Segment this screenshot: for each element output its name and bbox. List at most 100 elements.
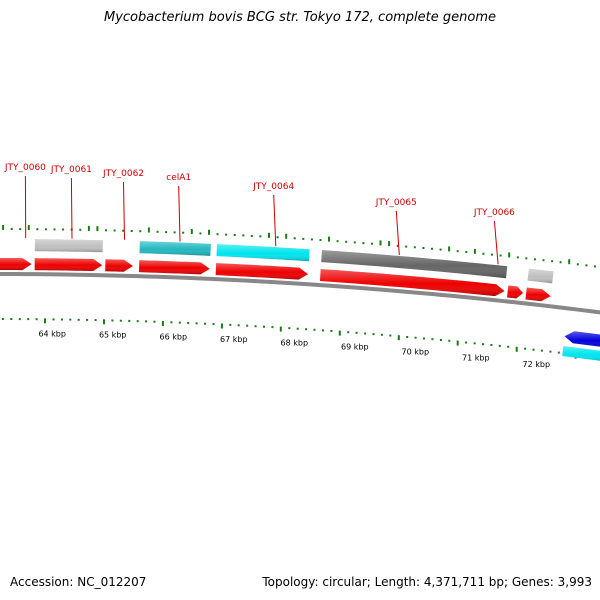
gc-tick [268, 232, 270, 238]
gc-tick [105, 229, 107, 232]
gene-labels: JTY_0060 JTY_0061 JTY_0062 celA1 JTY_0064 JTY… [4, 163, 515, 265]
gc-tick [254, 325, 257, 328]
gc-tick [585, 264, 588, 267]
gene-feature-shading [139, 241, 211, 256]
gc-tick [94, 319, 97, 322]
gc-tick [594, 265, 596, 268]
gene-feature-shading [562, 346, 600, 361]
gc-tick [122, 229, 125, 232]
gc-tick [490, 344, 493, 346]
gc-tick [237, 324, 240, 327]
gc-tick [69, 318, 72, 321]
gc-tick [448, 246, 451, 252]
gc-tick [165, 231, 168, 234]
gc-tick [195, 322, 198, 325]
scale-tick-label: 66 kbp [160, 332, 188, 341]
gc-tick [288, 327, 291, 330]
gene-label: celA1 [166, 173, 191, 183]
gc-tick [178, 321, 181, 324]
gc-tick [362, 242, 365, 245]
gene-label: JTY_0061 [50, 165, 92, 175]
gc-tick [285, 233, 288, 239]
gene-label-leader [123, 181, 125, 240]
gc-tick [259, 235, 262, 238]
gc-tick [279, 326, 282, 332]
gc-tick [524, 347, 527, 350]
scale-tick-label: 68 kbp [281, 339, 309, 348]
gc-tick [482, 252, 485, 255]
gc-tick [498, 344, 501, 347]
gc-tick [86, 318, 89, 321]
gc-tick [212, 323, 215, 326]
gene-feature-shading [34, 258, 103, 272]
gc-tick [130, 230, 133, 232]
gc-tick [491, 253, 493, 256]
gc-tick [516, 256, 519, 259]
gc-tick [10, 318, 13, 320]
gc-tick [276, 236, 279, 239]
gene-feature-shading [319, 269, 505, 297]
gc-tick [182, 231, 185, 234]
gc-tick [44, 318, 46, 324]
gc-tick [431, 338, 434, 341]
gc-tick [199, 232, 202, 235]
gc-tick [396, 244, 399, 247]
scale-tick-label: 72 kbp [523, 360, 551, 369]
gc-tick [128, 319, 131, 322]
topology-label: Topology: circular; Length: 4,371,711 bp… [262, 575, 592, 589]
gc-tick [27, 225, 30, 231]
gene-label-leader [395, 210, 400, 256]
gc-tick [35, 318, 38, 321]
gc-tick [499, 254, 502, 257]
gc-tick [397, 335, 400, 341]
gene-feature-shading [105, 259, 133, 272]
gene-feature-shading [525, 287, 551, 302]
gc-tick [380, 333, 383, 336]
gene-feature-shading [321, 250, 508, 279]
gc-tick [310, 238, 313, 241]
gc-tick [532, 348, 535, 351]
gc-tick [305, 328, 308, 331]
gc-tick [533, 258, 536, 261]
gc-tick [250, 234, 253, 237]
gc-tick [347, 331, 350, 334]
gene-label: JTY_0066 [473, 208, 515, 218]
gene-feature-shading [215, 263, 309, 280]
gc-tick [220, 323, 223, 329]
gc-tick [405, 245, 408, 248]
gene-feature-shading [34, 239, 103, 253]
gc-tick [456, 340, 459, 346]
feature-track [0, 239, 600, 361]
gc-tick [439, 248, 442, 251]
gc-tick [187, 322, 190, 324]
scale-tick-label: 65 kbp [99, 331, 127, 340]
gc-tick [139, 230, 142, 233]
gc-tick [328, 236, 330, 242]
gc-tick [156, 230, 159, 233]
gene-label-leader [493, 220, 499, 265]
gc-tick [113, 229, 116, 232]
gene-feature-shading [138, 260, 210, 275]
gene-label: JTY_0065 [375, 198, 417, 208]
gene-label-leader [273, 194, 277, 247]
gc-tick [465, 251, 468, 253]
accession-label: Accession: NC_012207 [10, 575, 147, 589]
gc-tick [388, 241, 391, 247]
gc-tick [246, 324, 249, 327]
gc-tick [370, 242, 373, 245]
gc-tick [111, 319, 114, 322]
gc-tick [422, 247, 425, 249]
gc-tick [190, 229, 193, 234]
gc-tick [52, 318, 55, 321]
gc-tick [233, 234, 236, 236]
scale-tick-label: 70 kbp [402, 348, 430, 357]
gc-tick [473, 342, 476, 345]
scale-tick-label: 67 kbp [220, 335, 248, 344]
gc-tick [302, 237, 305, 240]
gene-feature-shading [216, 244, 310, 262]
gc-tick [448, 339, 451, 342]
gc-tick [364, 332, 367, 335]
gc-tick [355, 331, 358, 334]
gc-tick [296, 327, 299, 330]
